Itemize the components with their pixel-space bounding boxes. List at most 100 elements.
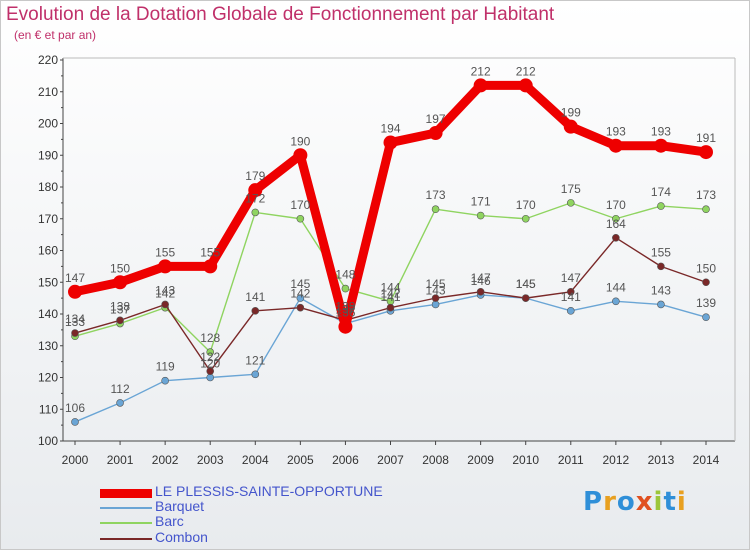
data-point [296,214,305,223]
data-label: 122 [200,350,220,364]
data-point [383,135,398,150]
data-label: 193 [606,125,626,139]
y-tick-label: 150 [38,275,58,289]
y-tick-label: 210 [38,85,58,99]
y-tick-label: 140 [38,307,58,321]
data-point [338,319,353,334]
y-tick-label: 110 [39,402,58,416]
data-label: 133 [65,315,85,329]
logo-letter: i [676,487,687,517]
data-point [386,303,395,312]
data-label: 164 [606,217,626,231]
data-label: 143 [426,283,446,297]
data-label: 137 [110,303,130,317]
data-point [612,214,620,223]
data-label: 134 [65,312,85,326]
data-label: 155 [155,245,175,259]
data-label: 144 [606,280,626,294]
data-point [248,183,263,198]
data-point [563,119,578,134]
x-tick-label: 2005 [287,453,314,467]
data-point [431,205,440,214]
x-tick-label: 2004 [242,453,269,467]
data-label: 150 [696,261,716,275]
y-tick-label: 200 [38,117,58,131]
data-label: 146 [471,274,491,288]
data-point [161,376,169,385]
data-point [612,234,620,242]
logo-letter: P [583,487,604,517]
data-point [518,78,533,93]
data-label: 155 [200,245,220,259]
data-point [251,370,260,379]
legend-label: Barquet [155,498,205,514]
data-point [608,138,623,153]
data-point [473,78,488,93]
legend-swatch [100,538,152,540]
logo-letter: r [603,487,617,517]
x-tick-label: 2012 [603,453,630,467]
series-barc [71,199,710,356]
data-point [341,284,350,293]
data-point [702,205,710,214]
logo-letter: t [663,487,677,517]
data-label: 138 [335,299,355,313]
data-label: 137 [335,303,355,317]
data-label: 142 [380,287,400,301]
data-label: 142 [155,287,175,301]
data-label: 148 [335,268,355,282]
data-point [702,313,710,321]
data-label: 170 [516,198,536,212]
legend-swatch [100,488,152,498]
data-label: 172 [245,191,265,205]
data-point [431,294,440,302]
x-tick-label: 2008 [422,453,449,467]
y-tick-label: 190 [38,148,58,162]
y-tick-label: 220 [38,53,58,67]
y-tick-label: 120 [38,371,58,385]
data-label: 145 [290,277,310,291]
x-tick-label: 2009 [467,453,494,467]
data-point [521,294,530,302]
data-label: 212 [471,64,491,78]
data-label: 194 [380,122,400,136]
data-label: 145 [516,277,536,291]
data-label: 175 [561,182,581,196]
data-point [431,300,440,309]
data-label: 191 [696,131,716,145]
data-label: 121 [245,353,265,367]
data-label: 141 [561,290,581,304]
data-point [702,278,710,287]
data-point [296,294,305,302]
data-label: 173 [426,188,446,202]
y-tick-label: 170 [38,212,58,226]
data-label: 170 [290,198,310,212]
data-point [203,259,218,274]
data-point [116,316,124,325]
data-point [293,148,308,163]
proxiti-logo: Proxiti [583,487,687,517]
data-point [71,418,79,426]
legend-label: Combon [155,529,208,545]
data-label: 120 [200,357,220,371]
series-barquet [71,291,710,426]
data-point [657,262,665,271]
data-label: 145 [516,277,536,291]
data-point [71,329,79,337]
data-label: 174 [651,185,671,199]
chart-title: Evolution de la Dotation Globale de Fonc… [6,4,555,25]
data-point [566,307,575,315]
data-label: 143 [651,283,671,297]
x-tick-label: 2001 [107,453,134,467]
legend-swatch [100,522,152,524]
x-tick-label: 2013 [648,453,675,467]
data-point [68,284,82,299]
data-label: 197 [426,112,446,126]
data-label: 179 [245,169,265,183]
data-label: 112 [111,382,130,396]
data-point [521,214,530,223]
data-label: 142 [290,287,310,301]
data-label: 147 [471,271,491,285]
